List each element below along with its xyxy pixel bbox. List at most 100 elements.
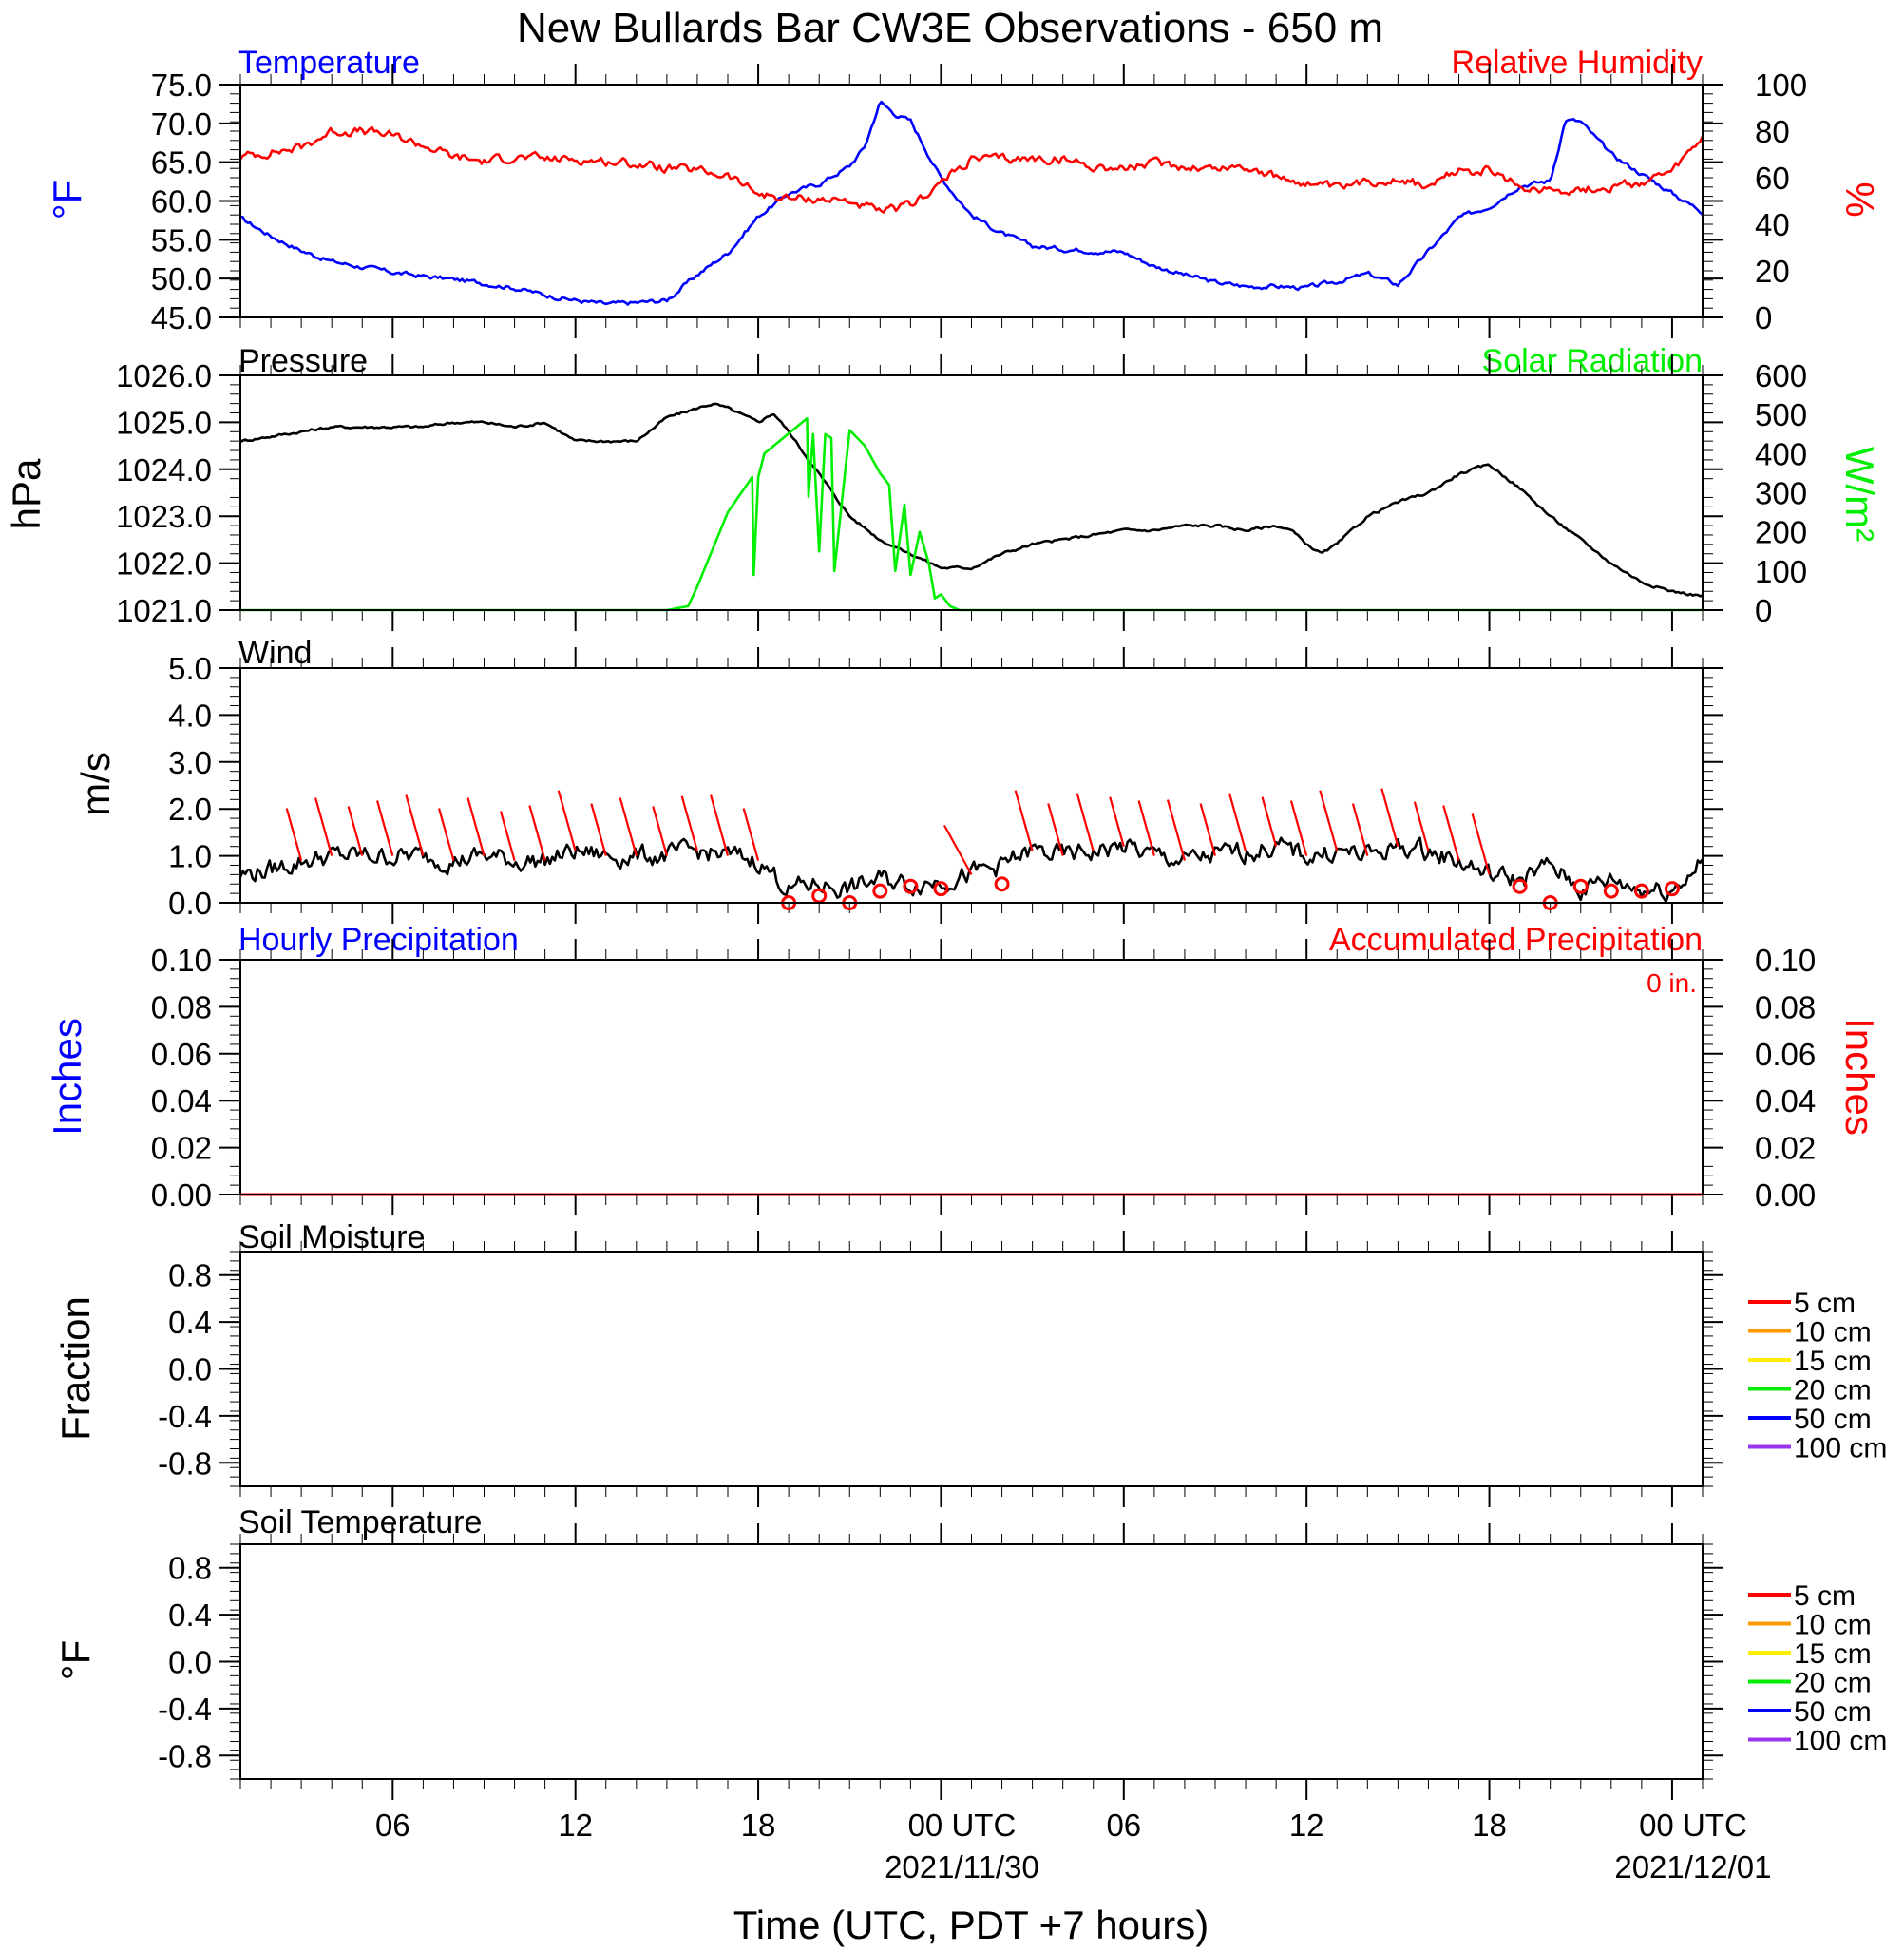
y-tick-label-left: 75.0 bbox=[151, 67, 212, 103]
wind-barb bbox=[466, 797, 486, 856]
series-lines bbox=[238, 836, 1704, 904]
y-tick-label-right: 0.10 bbox=[1755, 943, 1816, 978]
ticks-left: -0.8 -0.4 0.0 0.4 0.8 bbox=[158, 1551, 1723, 1773]
y-tick-label-left: 0.0 bbox=[168, 886, 212, 921]
wind-barb bbox=[1137, 800, 1155, 856]
y-tick-label-left: 50.0 bbox=[151, 261, 212, 296]
x-tick-label: 00 UTC bbox=[908, 1808, 1017, 1843]
y-tick-label-right: 100 bbox=[1755, 67, 1807, 103]
ticks-left: 0.00 0.02 0.04 0.06 0.08 0.10 bbox=[151, 943, 1723, 1213]
y-tick-label-left: 0.4 bbox=[168, 1305, 212, 1340]
ticks-right: 0.00 0.02 0.04 0.06 0.08 0.10 bbox=[1755, 943, 1816, 1213]
ticks-right: 0 100 200 300 400 500 600 bbox=[1755, 358, 1807, 628]
series-line-wind bbox=[238, 836, 1704, 904]
legend-label: 5 cm bbox=[1794, 1580, 1856, 1612]
y-tick-label-right: 400 bbox=[1755, 436, 1807, 471]
panel-title-accumulated-precipitation: Accumulated Precipitation bbox=[1329, 922, 1703, 958]
y-tick-label-left: 1026.0 bbox=[116, 358, 212, 393]
ylabel-soil-temperature: °F bbox=[53, 1640, 98, 1680]
ticks-left: 45.0 50.055.060.065.070.075.0 bbox=[151, 67, 1723, 335]
series-lines bbox=[239, 402, 1704, 612]
calm-wind-marker bbox=[994, 876, 1010, 892]
wind-barb bbox=[1289, 800, 1308, 856]
minor-ticks bbox=[230, 939, 1713, 1215]
panel-precipitation: Hourly Precipitation Accumulated Precipi… bbox=[45, 922, 1882, 1215]
panel-title-pressure: Pressure bbox=[238, 343, 368, 379]
y-tick-label-right: 0.00 bbox=[1755, 1177, 1816, 1213]
y-tick-label-right: 300 bbox=[1755, 476, 1807, 511]
plot-frame bbox=[239, 959, 1704, 1195]
y-tick-label-right: 60 bbox=[1755, 161, 1790, 196]
plot-frame bbox=[239, 667, 1704, 904]
wind-barb bbox=[680, 795, 698, 851]
calm-wind-marker bbox=[1664, 881, 1680, 897]
y-tick-label-right: 0 bbox=[1755, 593, 1772, 628]
wind-barb bbox=[405, 794, 425, 856]
ylabel-temperature: °F bbox=[45, 180, 89, 220]
calm-wind-marker bbox=[903, 878, 919, 894]
wind-barb bbox=[1380, 788, 1399, 848]
calm-wind-marker bbox=[1572, 878, 1589, 894]
y-tick-label-right: 100 bbox=[1755, 554, 1807, 589]
legend-label: 20 cm bbox=[1794, 1668, 1872, 1699]
wind-barb bbox=[285, 808, 303, 861]
series-line-solar-radiation bbox=[240, 417, 1703, 612]
wind-barb bbox=[1471, 813, 1491, 875]
wind-barb bbox=[557, 790, 577, 851]
x-tick-label: 00 UTC bbox=[1639, 1808, 1747, 1843]
ylabel-soil-moisture: Fraction bbox=[53, 1296, 98, 1441]
y-tick-label-left: 4.0 bbox=[168, 698, 212, 733]
calm-wind-marker bbox=[872, 883, 888, 899]
legend-label: 50 cm bbox=[1794, 1404, 1872, 1435]
panel-soil-moisture: Soil Moisture Fraction -0.8-0.40.00.40.8… bbox=[53, 1219, 1887, 1507]
y-tick-label-left: 0.10 bbox=[151, 943, 212, 978]
y-tick-label-left: 1022.0 bbox=[116, 546, 212, 582]
wind-barb bbox=[1199, 803, 1217, 856]
wind-barb bbox=[710, 794, 730, 856]
y-tick-label-left: -0.4 bbox=[158, 1399, 212, 1434]
minor-ticks bbox=[230, 1523, 1713, 1800]
y-tick-label-right: 80 bbox=[1755, 114, 1790, 149]
y-tick-label-left: 1025.0 bbox=[116, 405, 212, 440]
panel-wind: Wind m/s 0.0 1.0 2.0 3.0 4.0 5.0 bbox=[73, 635, 1723, 924]
legend-label: 10 cm bbox=[1794, 1610, 1872, 1641]
wind-barb bbox=[347, 806, 364, 856]
minor-ticks bbox=[230, 64, 1713, 338]
y-tick-label-right: 600 bbox=[1755, 358, 1807, 393]
y-tick-label-left: 0.00 bbox=[151, 1177, 212, 1213]
y-tick-label-right: 0.08 bbox=[1755, 989, 1816, 1024]
y-tick-label-left: 0.02 bbox=[151, 1131, 212, 1166]
plot-frame bbox=[239, 1251, 1704, 1487]
ylabel-relative-humidity: % bbox=[1837, 182, 1882, 217]
ticks-right: 0 20 40 60 80 100 bbox=[1755, 67, 1807, 335]
y-tick-label-right: 20 bbox=[1755, 254, 1790, 289]
y-tick-label-left: 1021.0 bbox=[116, 593, 212, 628]
x-tick-date-label: 2021/12/01 bbox=[1614, 1849, 1771, 1884]
calm-wind-marker bbox=[811, 888, 828, 904]
ticks-left: 1021.0 1022.0 1023.0 1024.0 1025.0 1026.0 bbox=[116, 358, 1723, 628]
wind-barb bbox=[942, 824, 973, 875]
y-tick-label-left: 60.0 bbox=[151, 184, 212, 220]
legend-label: 15 cm bbox=[1794, 1346, 1872, 1377]
x-tick-label: 18 bbox=[1472, 1808, 1507, 1843]
y-tick-label-left: 0.04 bbox=[151, 1083, 212, 1119]
figure-title: New Bullards Bar CW3E Observations - 650… bbox=[517, 5, 1383, 51]
minor-ticks bbox=[230, 354, 1713, 631]
wind-barb bbox=[499, 811, 516, 861]
panel-title-hourly-precipitation: Hourly Precipitation bbox=[238, 922, 519, 958]
wind-barb bbox=[1076, 793, 1095, 851]
y-tick-label-left: 0.06 bbox=[151, 1037, 212, 1072]
wind-barb bbox=[528, 805, 546, 861]
y-tick-label-left: -0.8 bbox=[158, 1445, 212, 1481]
wind-barb bbox=[1228, 793, 1247, 851]
panel-title-wind: Wind bbox=[238, 635, 312, 671]
calm-wind-marker bbox=[933, 881, 949, 897]
minor-ticks bbox=[230, 647, 1713, 924]
wind-barb bbox=[742, 808, 760, 861]
wind-barb bbox=[1109, 796, 1125, 848]
x-tick-label: 06 bbox=[375, 1808, 410, 1843]
y-tick-label-left: 0.0 bbox=[168, 1645, 212, 1680]
y-tick-label-left: 5.0 bbox=[168, 651, 212, 686]
